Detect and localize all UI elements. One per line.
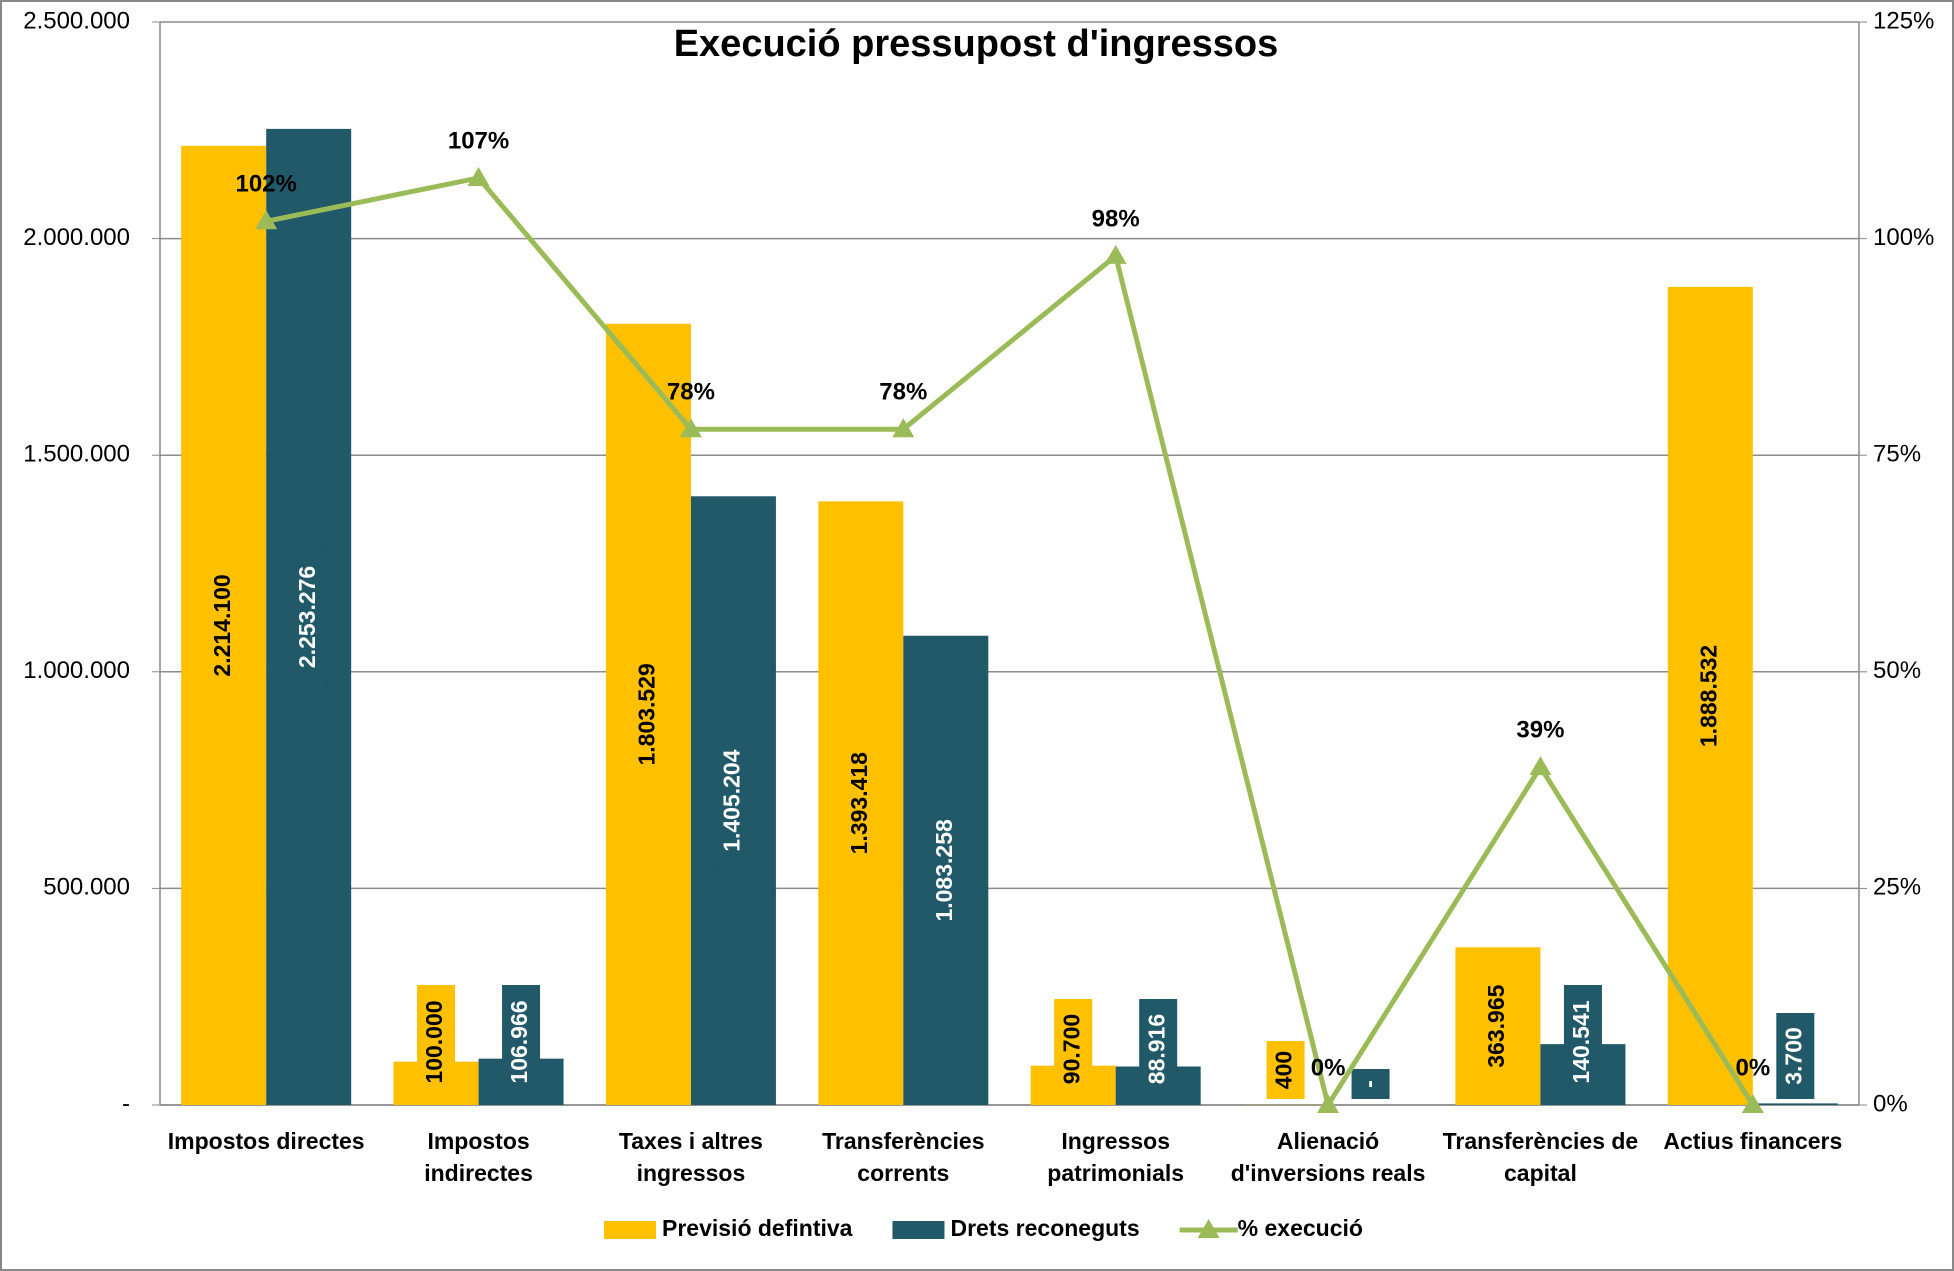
y-tick-label: 2.000.000 — [23, 224, 130, 251]
data-label-box — [926, 799, 965, 942]
legend-swatch — [1197, 1219, 1220, 1238]
legend-swatch — [604, 1221, 656, 1239]
x-tick-label: Impostos directes — [167, 1128, 365, 1154]
line-marker — [467, 166, 490, 186]
x-tick-label: Ingressos patrimonials — [1047, 1128, 1185, 1186]
data-label: 1.888.532 — [1695, 645, 1721, 747]
bar — [1752, 1103, 1838, 1105]
data-label: 78% — [667, 379, 715, 406]
y2-tick-label: 25% — [1873, 874, 1921, 901]
data-label-box — [502, 985, 541, 1099]
y-tick-label: 500.000 — [43, 874, 130, 901]
data-label-box — [714, 729, 753, 872]
data-label-box — [1139, 999, 1178, 1099]
x-tick-label: Taxes i altres ingressos — [618, 1128, 763, 1186]
y2-tick-label: 0% — [1873, 1090, 1908, 1117]
data-label: 2.253.276 — [294, 566, 320, 668]
data-label-box — [1266, 1041, 1305, 1099]
data-label: 2.214.100 — [209, 574, 235, 676]
line-marker — [255, 210, 278, 230]
data-label: 78% — [879, 379, 927, 406]
data-label-box — [841, 732, 880, 875]
y2-tick-label: 100% — [1873, 224, 1934, 251]
line-marker — [1529, 756, 1552, 776]
x-tick-label: Transferències de capital — [1442, 1128, 1639, 1186]
data-label: 0% — [1311, 1054, 1346, 1081]
line-marker — [1104, 244, 1127, 264]
data-label: - — [1356, 1080, 1382, 1088]
data-label: 100.000 — [421, 1000, 447, 1083]
line — [265, 175, 1755, 1112]
data-label: 363.965 — [1483, 984, 1509, 1067]
y2-tick-label: 75% — [1873, 441, 1921, 468]
chart-title: Execució pressupost d'ingressos — [674, 23, 1279, 65]
line-marker — [1317, 1094, 1340, 1113]
data-label-box — [1054, 999, 1093, 1099]
y-tick-label: 2.500.000 — [23, 7, 130, 34]
y-tick-label: 1.000.000 — [23, 657, 130, 684]
y-tick-label: - — [122, 1090, 130, 1117]
y-tick-label: 1.500.000 — [23, 441, 130, 468]
x-tick-label: Actius financers — [1663, 1128, 1843, 1154]
x-tick-label: Alienació d'inversions reals — [1230, 1128, 1426, 1186]
data-label: 107% — [448, 127, 509, 154]
data-label: 102% — [235, 171, 296, 198]
data-label-box — [1478, 969, 1517, 1084]
data-label-box — [1563, 985, 1602, 1099]
data-label: 1.803.529 — [634, 663, 660, 765]
legend-label: Drets reconeguts — [950, 1215, 1139, 1241]
y2-tick-label: 50% — [1873, 657, 1921, 684]
data-label-box — [204, 554, 243, 697]
legend-swatch — [892, 1221, 945, 1239]
data-label: 1.083.258 — [931, 819, 957, 922]
data-label-box — [417, 985, 456, 1099]
y2-tick-label: 125% — [1873, 7, 1934, 34]
data-label-box — [1776, 1013, 1815, 1099]
line-marker — [892, 418, 915, 438]
data-label: 90.700 — [1058, 1014, 1084, 1084]
line-marker — [679, 418, 702, 438]
data-label: 98% — [1092, 205, 1140, 232]
data-label: 400 — [1271, 1051, 1297, 1089]
data-label: 39% — [1516, 716, 1564, 743]
data-label: 88.916 — [1143, 1014, 1169, 1084]
data-label-box — [289, 545, 328, 688]
x-tick-label: Transferències corrents — [822, 1128, 985, 1186]
data-label: 106.966 — [506, 1000, 532, 1083]
data-label: 3.700 — [1780, 1027, 1806, 1085]
data-label-box — [1351, 1069, 1390, 1099]
x-tick-label: Impostos indirectes — [424, 1128, 533, 1186]
legend-label: % execució — [1238, 1215, 1363, 1241]
data-label: 1.393.418 — [846, 752, 872, 855]
data-label-box — [629, 643, 668, 786]
data-label: 0% — [1735, 1054, 1770, 1081]
legend-label: Previsió defintiva — [662, 1215, 853, 1241]
line-marker — [1741, 1094, 1764, 1113]
data-label: 140.541 — [1568, 1000, 1594, 1083]
data-label: 1.405.204 — [719, 749, 745, 852]
data-label-box — [1691, 624, 1730, 767]
